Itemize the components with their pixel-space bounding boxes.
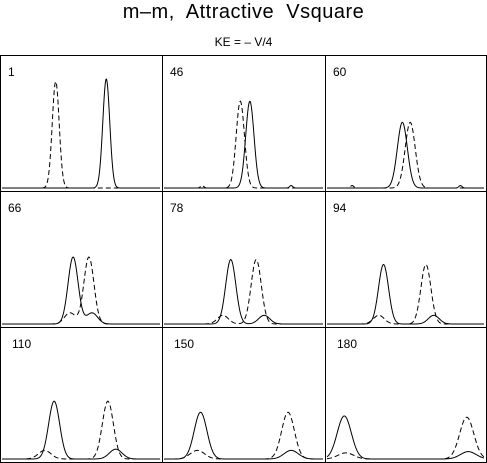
panel-label: 180 — [337, 337, 357, 351]
panel-frame — [325, 191, 487, 328]
solid-curve — [164, 411, 323, 460]
panel-150: 150 — [162, 327, 326, 463]
dashed-curve — [2, 80, 160, 189]
panel-180: 180 — [325, 327, 487, 463]
solid-curve — [2, 256, 160, 325]
solid-curve — [164, 100, 323, 189]
panel-1: 1 — [0, 55, 163, 192]
dashed-curve — [326, 416, 485, 460]
panel-110: 110 — [0, 327, 163, 463]
panel-frame — [0, 55, 163, 192]
panel-label: 110 — [12, 337, 31, 351]
panel-label: 1 — [8, 65, 15, 79]
panel-frame — [162, 55, 326, 192]
dashed-curve — [2, 400, 160, 460]
panel-frame — [162, 191, 326, 328]
dashed-curve — [164, 100, 323, 189]
chart-subtitle: KE = – V/4 — [214, 35, 273, 49]
panel-label: 150 — [174, 337, 194, 351]
panel-46: 46 — [162, 55, 326, 192]
chart-title: m–m, Attractive Vsquare — [122, 1, 365, 23]
solid-curve — [327, 264, 484, 325]
solid-curve — [326, 415, 485, 460]
panel-78: 78 — [162, 191, 326, 328]
panel-label: 60 — [333, 65, 347, 79]
dashed-curve — [327, 263, 484, 325]
panel-label: 94 — [333, 201, 347, 215]
solid-curve — [2, 400, 160, 460]
dashed-curve — [164, 411, 323, 460]
solid-curve — [164, 258, 323, 325]
dashed-curve — [2, 256, 160, 325]
solid-curve — [2, 78, 160, 189]
solid-curve — [327, 121, 484, 189]
dashed-curve — [164, 258, 323, 325]
panel-94: 94 — [325, 191, 487, 328]
panel-frame — [325, 55, 487, 192]
dashed-curve — [327, 121, 484, 189]
panel-label: 78 — [170, 201, 184, 215]
panel-60: 60 — [325, 55, 487, 192]
panel-66: 66 — [0, 191, 163, 328]
panel-label: 66 — [8, 201, 22, 215]
panel-label: 46 — [170, 65, 184, 79]
